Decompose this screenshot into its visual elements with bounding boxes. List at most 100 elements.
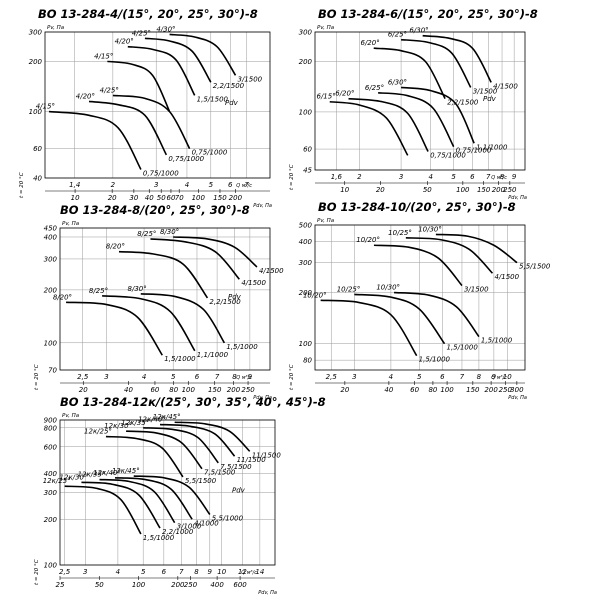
x2-tick-label: 150 bbox=[208, 386, 222, 394]
y-tick-label: 300 bbox=[299, 259, 313, 267]
curve-end-label: 1,1/1000 bbox=[197, 351, 229, 359]
curve-name: 6/30° bbox=[388, 78, 407, 86]
curve-end-label: 7,5/1500 bbox=[204, 469, 236, 477]
y-tick-label: 80 bbox=[303, 357, 312, 365]
side-label: t = 20 °C bbox=[289, 364, 295, 390]
x-tick-label: 9 bbox=[512, 173, 517, 181]
fan-curve bbox=[118, 250, 209, 299]
y-axis-label: Pv, Па bbox=[62, 413, 80, 419]
x-tick-label: 5 bbox=[171, 373, 176, 381]
y-tick-label: 200 bbox=[29, 58, 43, 66]
x2-tick-label: 50 bbox=[423, 186, 432, 194]
annotation: Pdv bbox=[228, 293, 242, 301]
fan-curve bbox=[66, 301, 163, 356]
x2-tick-label: 80 bbox=[169, 386, 178, 394]
x2-tick-label: 150 bbox=[213, 194, 227, 202]
x2-tick-label: 40 bbox=[124, 386, 133, 394]
fan-curve bbox=[378, 92, 455, 148]
annotation: Pdv bbox=[232, 487, 246, 495]
fan-curve bbox=[405, 237, 494, 274]
x2-tick-label: 100 bbox=[192, 194, 206, 202]
fan-curve bbox=[435, 233, 518, 264]
x2-tick-label: 60 bbox=[410, 386, 419, 394]
x2-axis-label: Pdv, Па bbox=[258, 590, 277, 596]
fan-curve bbox=[400, 38, 472, 88]
curve-end-label: 4/1500 bbox=[494, 273, 519, 281]
plot-frame bbox=[314, 31, 526, 171]
side-label: t = 20 °C bbox=[34, 559, 40, 585]
x-tick-label: 3 bbox=[104, 373, 108, 381]
x-tick-label: 8 bbox=[477, 373, 482, 381]
x-tick-label: 12 bbox=[238, 568, 247, 576]
y-tick-label: 300 bbox=[299, 29, 313, 37]
x2-tick-label: 250 bbox=[184, 581, 198, 589]
x-tick-label: 3 bbox=[399, 173, 403, 181]
y-tick-label: 200 bbox=[299, 58, 313, 66]
curve-end-label: 2,2/1000 bbox=[162, 528, 194, 536]
fan-curve bbox=[400, 86, 475, 144]
curve-end-label: 5,5/1500 bbox=[519, 263, 551, 271]
curve-name: 12к/35° bbox=[78, 471, 106, 479]
x-tick-label: 8 bbox=[500, 173, 505, 181]
x-axis-label: Q м³/с bbox=[491, 175, 507, 181]
curve-name: 8/30° bbox=[160, 228, 179, 236]
curve-name: 6/15° bbox=[316, 93, 335, 101]
x-tick-label: 6 bbox=[228, 181, 233, 189]
x-tick-label: 8 bbox=[194, 568, 199, 576]
x2-tick-label: 20 bbox=[79, 386, 88, 394]
x2-tick-label: 100 bbox=[132, 581, 146, 589]
annotation: Pdv bbox=[225, 99, 239, 107]
curve-name: 10/30° bbox=[418, 225, 442, 233]
curve-end-label: 5,5/1500 bbox=[185, 477, 217, 485]
x-tick-label: 5 bbox=[141, 568, 146, 576]
curve-end-label: 0,75/1000 bbox=[430, 152, 466, 160]
x-tick-label: 4 bbox=[142, 373, 146, 381]
plot-frame bbox=[59, 419, 276, 566]
curve-end-label: 4/1500 bbox=[259, 267, 284, 275]
curve-end-label: 4/1500 bbox=[493, 82, 518, 90]
curve-name: 10/20° bbox=[303, 291, 327, 299]
x-tick-label: 2,5 bbox=[326, 373, 338, 381]
x2-tick-label: 50 bbox=[157, 194, 166, 202]
fan-curve bbox=[150, 238, 240, 280]
x-axis-label: Q м³/с bbox=[236, 183, 252, 189]
side-label: t = 20 °C bbox=[19, 172, 25, 198]
curve-name: 12к/25° bbox=[43, 477, 71, 485]
x-tick-label: 6 bbox=[470, 173, 475, 181]
chart-title: ВО 13-284-12к/(25°, 30°, 35°, 40°, 45°)-… bbox=[60, 395, 326, 409]
y-axis-label: Pv, Па bbox=[62, 221, 80, 227]
chart-title: ВО 13-284-8/(20°, 25°, 30°)-8 bbox=[60, 203, 250, 217]
curve-end-label: 4/1000 bbox=[194, 519, 219, 527]
x2-tick-label: 150 bbox=[466, 386, 480, 394]
x-tick-label: 8 bbox=[232, 373, 237, 381]
fan-curve bbox=[140, 293, 226, 344]
curve-name: 12к/40° bbox=[93, 469, 121, 477]
x2-tick-label: 60 bbox=[150, 386, 159, 394]
x-tick-label: 3 bbox=[83, 568, 87, 576]
y-tick-label: 100 bbox=[299, 340, 313, 348]
curve-end-label: 3/1500 bbox=[464, 286, 489, 294]
y-tick-label: 100 bbox=[44, 562, 58, 570]
x-tick-label: 6 bbox=[195, 373, 200, 381]
curve-name: 12к/25° bbox=[84, 428, 112, 436]
fan-curve bbox=[143, 426, 219, 464]
fan-curve bbox=[126, 430, 203, 470]
fan-curve bbox=[174, 421, 251, 452]
x2-tick-label: 100 bbox=[440, 386, 454, 394]
x2-tick-label: 80 bbox=[428, 386, 437, 394]
x2-tick-label: 150 bbox=[477, 186, 491, 194]
y-axis-label: Pv, Па bbox=[317, 25, 335, 31]
x-tick-label: 5 bbox=[451, 173, 456, 181]
curve-end-label: 11/1500 bbox=[237, 456, 267, 464]
curve-end-label: 2,2/1500 bbox=[213, 82, 245, 90]
y-tick-label: 800 bbox=[44, 424, 58, 432]
x-tick-label: 6 bbox=[162, 568, 167, 576]
curve-name: 10/20° bbox=[356, 236, 380, 244]
y-tick-label: 60 bbox=[33, 145, 42, 153]
x2-tick-label: 300 bbox=[510, 386, 524, 394]
curve-end-label: 1,5/1000 bbox=[226, 343, 258, 351]
y-tick-label: 70 bbox=[48, 367, 57, 375]
chart-title: ВО 13-284-6/(15°, 20°, 25°, 30°)-8 bbox=[318, 7, 538, 21]
x-tick-label: 7 bbox=[215, 373, 220, 381]
